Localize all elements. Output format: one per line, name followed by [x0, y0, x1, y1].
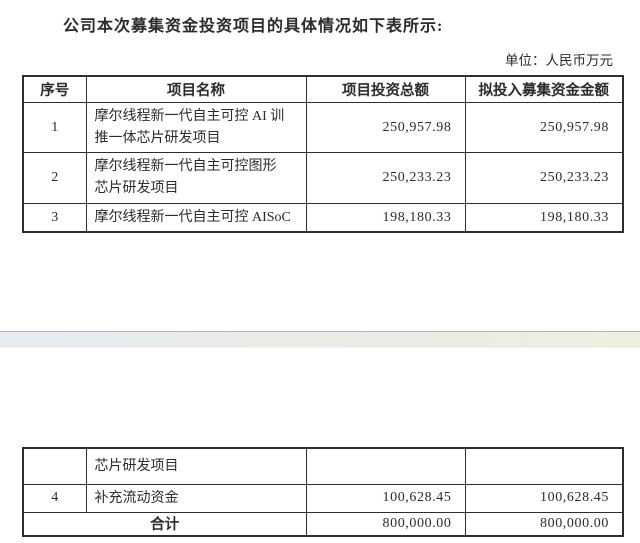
cell-project-name: 摩尔线程新一代自主可控 AI 训 推一体芯片研发项目 — [85, 101, 307, 154]
cell-raised-amount: 198,180.33 — [464, 202, 624, 233]
cell-no: 4 — [22, 483, 87, 514]
cell-total-investment: 198,180.33 — [305, 202, 466, 233]
cell-total-investment: 250,957.98 — [305, 101, 466, 154]
cell-project-name: 摩尔线程新一代自主可控图形 芯片研发项目 — [85, 152, 307, 204]
col-header-no: 序号 — [22, 75, 87, 103]
cell-no: 2 — [22, 152, 87, 204]
investment-projects-table-continued: 芯片研发项目 4 补充流动资金 100,628.45 100,628.45 合计… — [22, 447, 624, 537]
cell-raised-amount — [464, 447, 624, 485]
table-header-row: 序号 项目名称 项目投资总额 拟投入募集资金金额 — [22, 75, 624, 103]
cell-project-name: 摩尔线程新一代自主可控 AISoC — [85, 202, 307, 233]
cell-raised-amount: 250,957.98 — [464, 101, 624, 154]
cell-no: 1 — [22, 101, 87, 154]
investment-projects-table: 序号 项目名称 项目投资总额 拟投入募集资金金额 1 摩尔线程新一代自主可控 A… — [22, 75, 624, 234]
cell-total-investment: 250,233.23 — [305, 152, 466, 204]
page-scroll-seam — [0, 331, 640, 348]
cell-total-investment: 100,628.45 — [305, 483, 466, 514]
cell-no — [22, 447, 87, 485]
table-row: 1 摩尔线程新一代自主可控 AI 训 推一体芯片研发项目 250,957.98 … — [22, 101, 624, 154]
cell-total-investment: 800,000.00 — [305, 512, 466, 537]
cell-project-name: 补充流动资金 — [85, 483, 307, 514]
cell-no: 3 — [22, 202, 87, 233]
table-row: 3 摩尔线程新一代自主可控 AISoC 198,180.33 198,180.3… — [22, 202, 624, 233]
cell-raised-amount: 250,233.23 — [464, 152, 624, 204]
table-row: 2 摩尔线程新一代自主可控图形 芯片研发项目 250,233.23 250,23… — [22, 152, 624, 204]
cell-project-name: 芯片研发项目 — [85, 447, 307, 485]
cell-total-label: 合计 — [22, 512, 307, 537]
col-header-total-investment: 项目投资总额 — [305, 75, 466, 103]
page-title: 公司本次募集资金投资项目的具体情况如下表所示: — [63, 18, 444, 35]
cell-raised-amount: 800,000.00 — [464, 512, 624, 537]
cell-raised-amount: 100,628.45 — [464, 483, 624, 514]
cell-total-investment — [305, 447, 466, 485]
unit-label: 单位：人民币万元 — [505, 53, 613, 68]
col-header-project-name: 项目名称 — [85, 75, 307, 103]
table-row: 4 补充流动资金 100,628.45 100,628.45 — [22, 483, 624, 514]
table-total-row: 合计 800,000.00 800,000.00 — [22, 512, 624, 537]
table-row-carryover: 芯片研发项目 — [22, 447, 624, 485]
col-header-raised-amount: 拟投入募集资金金额 — [464, 75, 624, 103]
